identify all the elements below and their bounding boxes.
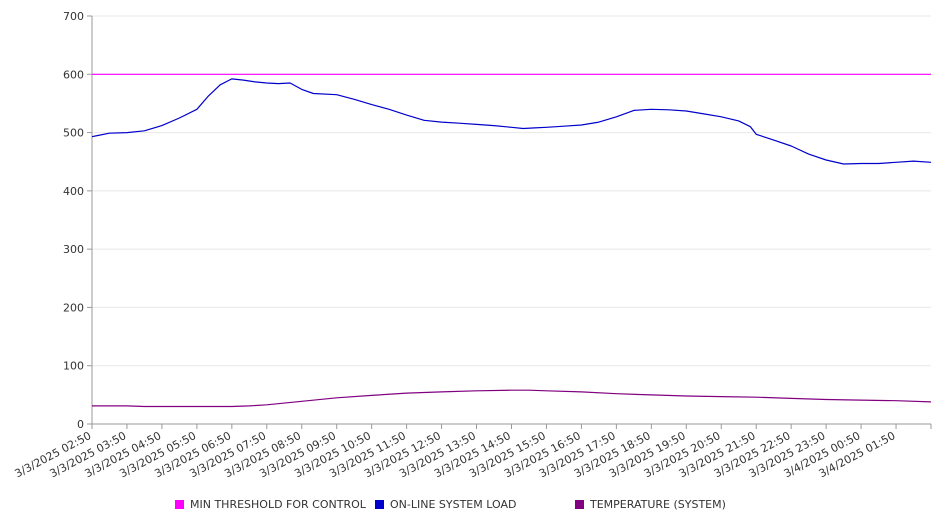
y-tick-label: 300: [63, 243, 84, 256]
temperature-line: [92, 389, 932, 408]
legend-label: ON-LINE SYSTEM LOAD: [390, 498, 517, 511]
y-tick-label: 200: [63, 301, 84, 314]
system-load-line: [91, 78, 932, 165]
y-tick-label: 600: [63, 68, 84, 81]
grid-lines: [92, 15, 931, 367]
legend-label: MIN THRESHOLD FOR CONTROL: [190, 498, 366, 511]
legend-swatch: [175, 500, 184, 509]
y-tick-label: 400: [63, 185, 84, 198]
y-tick-label: 0: [77, 418, 84, 431]
legend: MIN THRESHOLD FOR CONTROL ON-LINE SYSTEM…: [0, 498, 946, 514]
legend-swatch: [375, 500, 384, 509]
line-chart: 0 100 200 300 400 500 600 700 3/3/2025 02:503/3…: [13, 10, 932, 480]
y-tick-labels: 0 100 200 300 400 500 600 700: [63, 10, 84, 431]
legend-swatch: [575, 500, 584, 509]
y-tick-label: 500: [63, 127, 84, 140]
legend-item-temperature: TEMPERATURE (SYSTEM): [575, 498, 726, 511]
x-tick-labels: 3/3/2025 02:503/3/2025 03:503/3/2025 04:…: [13, 429, 898, 480]
legend-item-system-load: ON-LINE SYSTEM LOAD: [375, 498, 516, 511]
y-tick-label: 100: [63, 360, 84, 373]
y-tick-label: 700: [63, 10, 84, 23]
legend-label: TEMPERATURE (SYSTEM): [590, 498, 726, 511]
series-lines: [91, 73, 932, 408]
axes: [87, 15, 932, 429]
legend-item-min-threshold: MIN THRESHOLD FOR CONTROL: [175, 498, 366, 511]
